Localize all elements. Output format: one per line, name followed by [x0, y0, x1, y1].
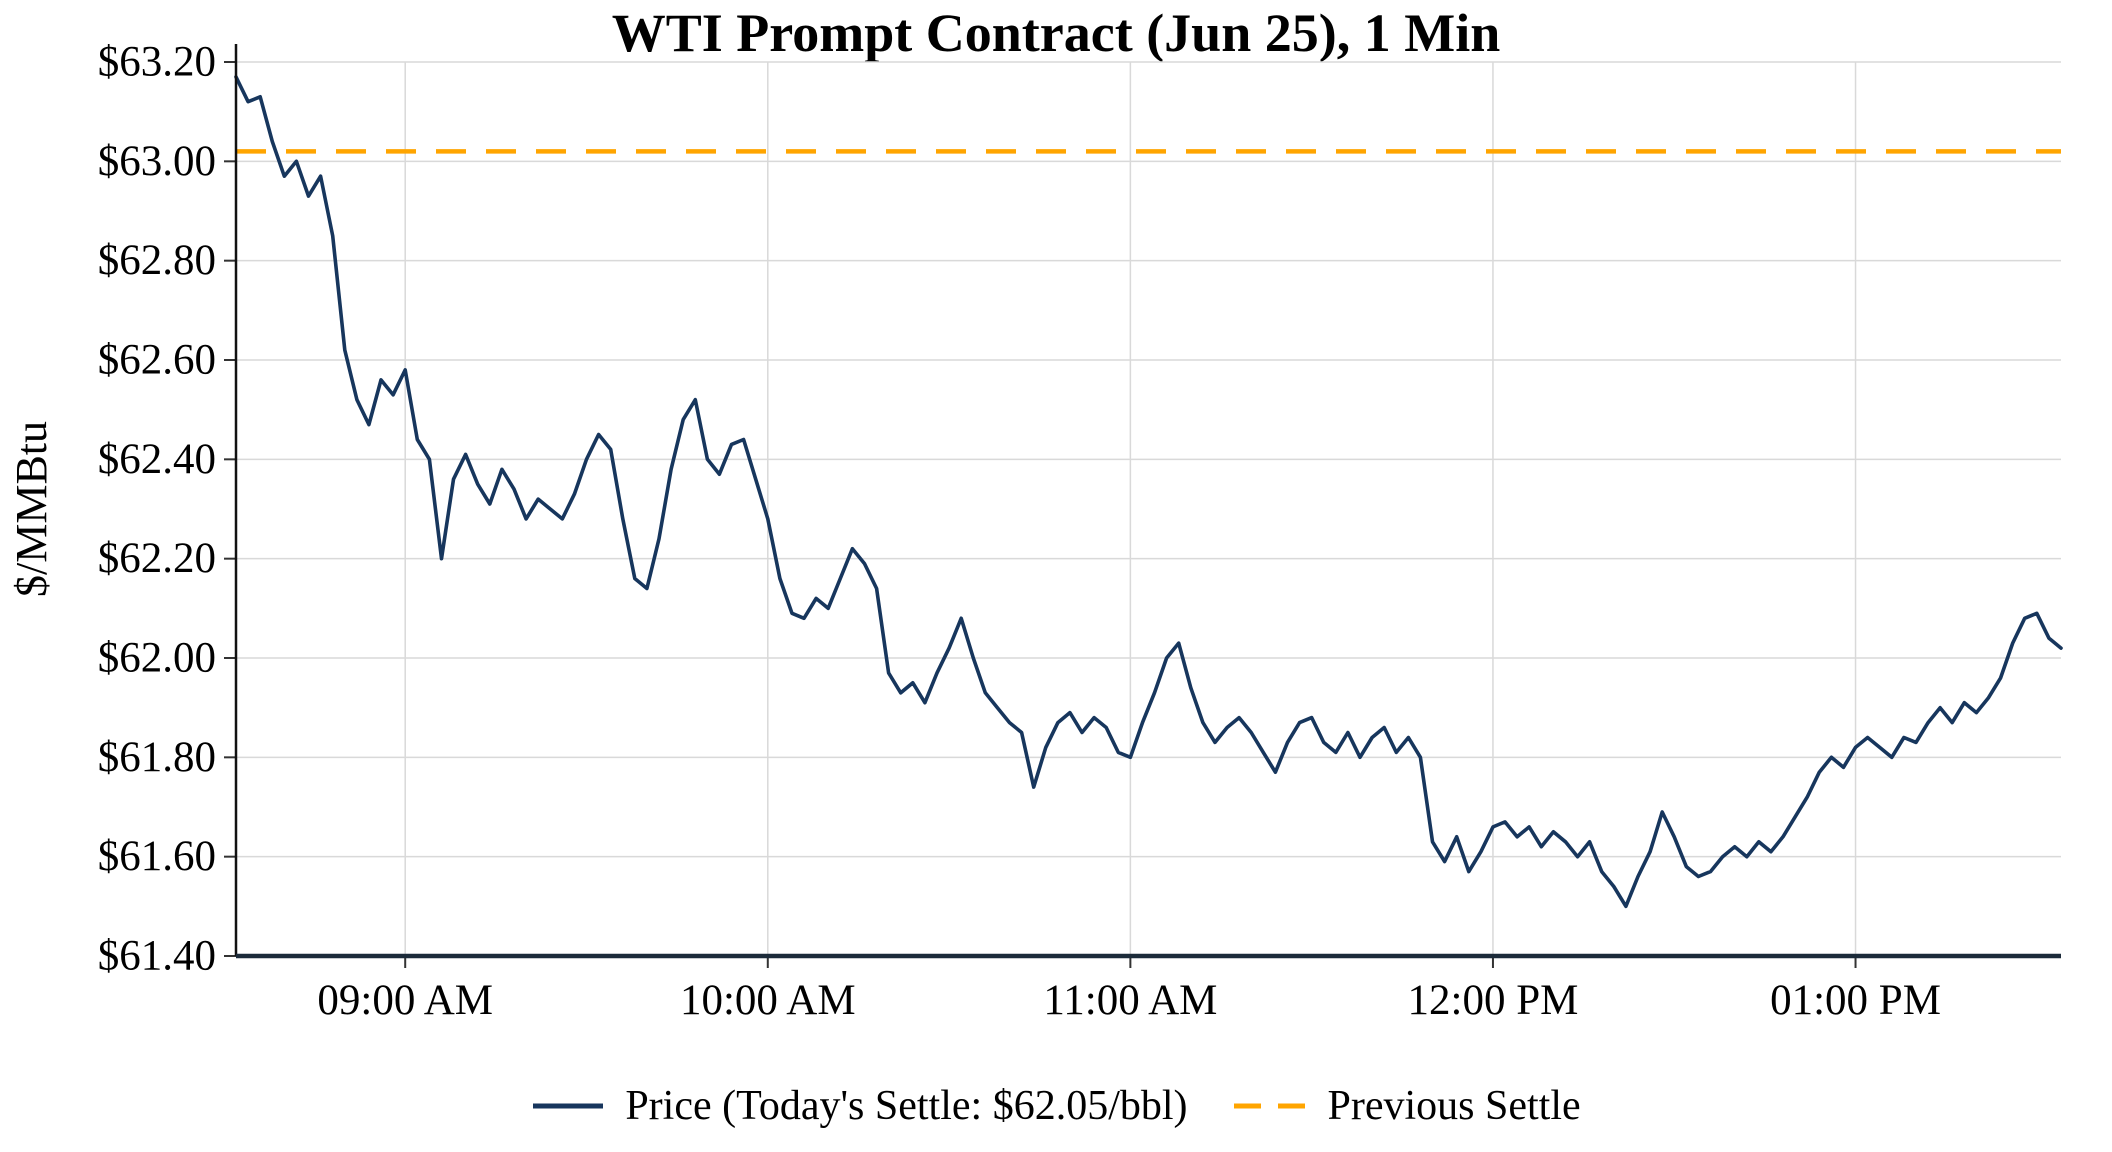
- x-tick-label: 09:00 AM: [317, 977, 493, 1024]
- y-tick-label: $62.60: [98, 337, 216, 384]
- y-axis-title: $/MMBtu: [7, 421, 56, 597]
- y-tick-label: $61.60: [98, 833, 216, 880]
- chart-title: WTI Prompt Contract (Jun 25), 1 Min: [611, 3, 1501, 63]
- y-tick-label: $63.00: [98, 138, 216, 185]
- legend: Price (Today's Settle: $62.05/bbl) Previ…: [0, 1082, 2112, 1130]
- price-line: [234, 75, 2063, 909]
- y-tick-label: $62.40: [98, 436, 216, 483]
- y-tick-label: $62.80: [98, 237, 216, 284]
- x-tick-label: 10:00 AM: [680, 977, 856, 1024]
- x-tick-label: 12:00 PM: [1408, 977, 1579, 1024]
- legend-previous-settle-label: Previous Settle: [1327, 1083, 1581, 1129]
- x-tick-label: 11:00 AM: [1043, 977, 1217, 1024]
- y-tick-label: $62.00: [98, 635, 216, 682]
- legend-price-label: Price (Today's Settle: $62.05/bbl): [625, 1083, 1188, 1129]
- previous-settle-swatch: [1233, 1103, 1308, 1109]
- price-line-swatch: [533, 1103, 604, 1109]
- x-tick-label: 01:00 PM: [1770, 977, 1941, 1024]
- y-tick-label: $62.20: [98, 535, 216, 582]
- y-tick-label: $63.20: [98, 39, 216, 86]
- y-tick-label: $61.40: [98, 933, 216, 980]
- y-tick-label: $61.80: [98, 734, 216, 781]
